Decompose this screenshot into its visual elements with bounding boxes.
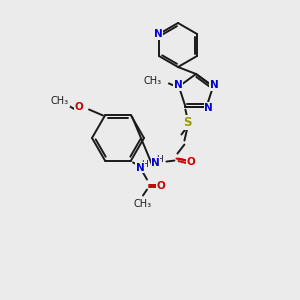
Text: CH₃: CH₃ [134,199,152,208]
Text: S: S [183,116,192,129]
Text: N: N [210,80,218,90]
Text: N: N [136,163,144,172]
Text: N: N [151,158,160,168]
Text: N: N [204,103,213,112]
Text: H: H [141,160,147,169]
Text: O: O [186,157,195,166]
Text: CH₃: CH₃ [51,97,69,106]
Text: O: O [75,103,83,112]
Text: N: N [173,80,182,90]
Text: O: O [157,181,165,190]
Text: H: H [156,155,163,164]
Text: N: N [154,29,162,39]
Text: CH₃: CH₃ [144,76,162,86]
